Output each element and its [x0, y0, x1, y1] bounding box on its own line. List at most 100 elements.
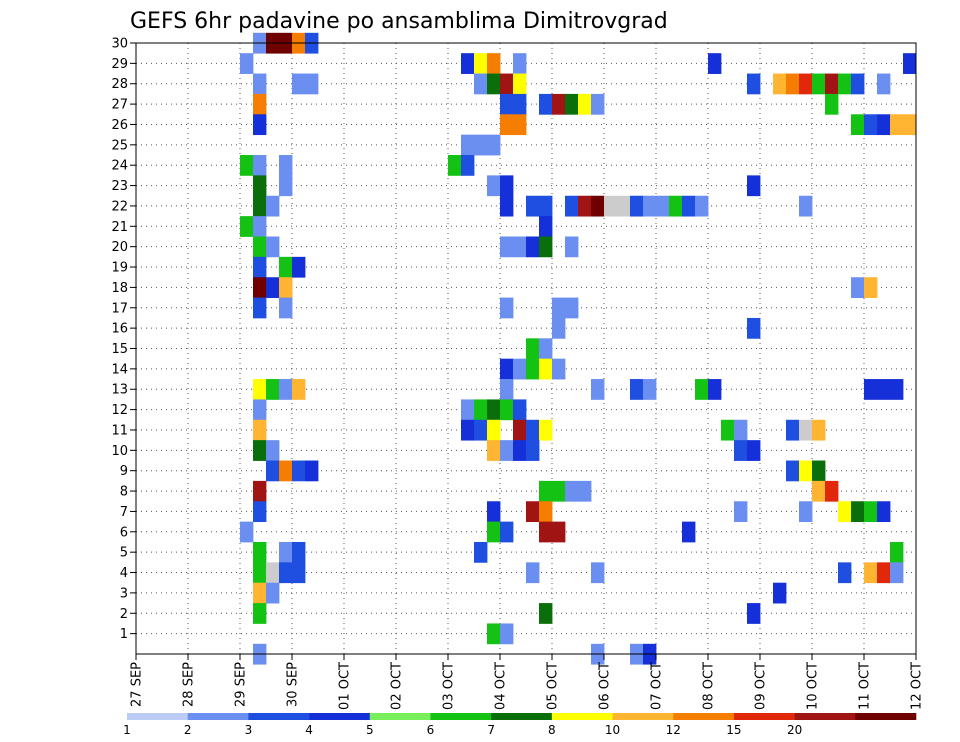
- cell-member-12-step-29: [513, 399, 527, 421]
- colorbar-label-5: 5: [366, 723, 374, 737]
- y-tick-label-19: 19: [111, 261, 128, 276]
- x-tick-label-4: 01 OCT: [338, 662, 353, 710]
- cell-member-9-step-51: [799, 460, 813, 482]
- x-tick-label-2: 29 SEP: [234, 662, 249, 707]
- cell-member-13-step-57: [877, 379, 891, 400]
- y-tick-label-30: 30: [111, 37, 128, 52]
- cell-member-6-step-32: [552, 521, 566, 543]
- cell-member-10-step-28: [500, 440, 514, 461]
- cell-member-4-step-54: [838, 562, 852, 584]
- cell-member-29-step-59: [903, 53, 917, 74]
- cell-member-28-step-28: [500, 73, 514, 95]
- cell-member-7-step-51: [799, 501, 813, 523]
- y-tick-label-5: 5: [120, 546, 128, 561]
- cell-member-7-step-57: [877, 501, 891, 523]
- colorbar: 1 2 3 4 5 6 7 8 10 12 15 20: [123, 713, 917, 737]
- cell-member-14-step-31: [539, 358, 553, 380]
- cell-member-13-step-9: [253, 379, 267, 400]
- cell-member-28-step-27: [487, 73, 501, 95]
- cell-member-7-step-27: [487, 501, 501, 523]
- cell-member-23-step-9: [253, 175, 267, 197]
- cell-member-28-step-26: [474, 73, 488, 95]
- colorbar-swatch-7: [551, 713, 613, 720]
- cell-member-26-step-56: [864, 114, 878, 136]
- cell-member-26-step-55: [851, 114, 865, 136]
- cell-member-1-step-28: [500, 623, 514, 645]
- cell-member-5-step-11: [279, 541, 293, 563]
- cell-member-18-step-10: [266, 277, 280, 298]
- cell-member-4-step-57: [877, 562, 891, 584]
- cell-member-11-step-30: [526, 419, 540, 441]
- x-tick-label-1: 28 SEP: [182, 662, 197, 707]
- cell-member-27-step-29: [513, 93, 527, 115]
- cell-member-11-step-52: [812, 419, 826, 441]
- cell-member-24-step-25: [461, 155, 475, 176]
- colorbar-swatch-10: [733, 713, 795, 720]
- y-tick-label-1: 1: [120, 627, 128, 642]
- colorbar-swatch-9: [673, 713, 735, 720]
- y-tick-label-8: 8: [120, 485, 128, 500]
- y-tick-label-23: 23: [111, 179, 128, 194]
- cell-member-11-step-27: [487, 419, 501, 441]
- y-tick-label-13: 13: [111, 383, 128, 398]
- cell-member-29-step-44: [708, 53, 722, 74]
- x-tick-label-7: 04 OCT: [494, 662, 509, 710]
- colorbar-swatch-3: [309, 713, 371, 720]
- colorbar-swatch-5: [430, 713, 492, 720]
- cell-member-20-step-31: [539, 236, 553, 258]
- cell-member-11-step-29: [513, 419, 527, 441]
- cell-member-9-step-13: [305, 460, 319, 482]
- cell-member-10-step-30: [526, 440, 540, 461]
- cell-member-10-step-27: [487, 440, 501, 461]
- cell-member-11-step-9: [253, 419, 267, 441]
- colorbar-label-3: 3: [245, 723, 253, 737]
- colorbar-label-20: 20: [787, 723, 802, 737]
- cell-member-28-step-51: [799, 73, 813, 95]
- y-tick-label-2: 2: [120, 607, 128, 622]
- colorbar-label-6: 6: [427, 723, 435, 737]
- cell-member-22-step-38: [630, 195, 644, 217]
- x-tick-label-12: 09 OCT: [754, 662, 769, 710]
- cell-member-22-step-40: [656, 195, 670, 217]
- cell-member-25-step-26: [474, 134, 488, 156]
- cell-member-17-step-28: [500, 297, 514, 319]
- cell-member-18-step-9: [253, 277, 267, 298]
- cell-member-12-step-9: [253, 399, 267, 421]
- x-tick-label-13: 10 OCT: [806, 662, 821, 710]
- cell-member-5-step-58: [890, 541, 904, 563]
- cell-member-12-step-27: [487, 399, 501, 421]
- cell-member-23-step-28: [500, 175, 514, 197]
- cell-member-6-step-31: [539, 521, 553, 543]
- cell-member-22-step-33: [565, 195, 579, 217]
- cell-member-4-step-12: [292, 562, 306, 584]
- cell-member-26-step-9: [253, 114, 267, 136]
- chart-title: GEFS 6hr padavine po ansamblima Dimitrov…: [130, 9, 668, 34]
- cell-member-7-step-9: [253, 501, 267, 523]
- cell-member-11-step-31: [539, 419, 553, 441]
- cell-member-23-step-27: [487, 175, 501, 197]
- cell-member-22-step-41: [669, 195, 683, 217]
- cell-member-27-step-33: [565, 93, 579, 115]
- cell-member-21-step-9: [253, 216, 267, 237]
- y-tick-label-7: 7: [120, 505, 128, 520]
- cell-member-9-step-52: [812, 460, 826, 482]
- cell-member-13-step-43: [695, 379, 709, 400]
- cell-member-20-step-33: [565, 236, 579, 258]
- cell-member-28-step-57: [877, 73, 891, 95]
- cell-member-27-step-9: [253, 93, 267, 115]
- cell-member-8-step-53: [825, 480, 839, 502]
- cell-member-26-step-59: [903, 114, 917, 136]
- cell-member-22-step-31: [539, 195, 553, 217]
- cell-member-4-step-56: [864, 562, 878, 584]
- colorbar-label-4: 4: [305, 723, 313, 737]
- cell-member-9-step-10: [266, 460, 280, 482]
- cell-member-26-step-58: [890, 114, 904, 136]
- cell-member-13-step-11: [279, 379, 293, 400]
- cell-member-20-step-28: [500, 236, 514, 258]
- cell-member-24-step-9: [253, 155, 267, 176]
- cell-member-8-step-31: [539, 480, 553, 502]
- cell-member-7-step-55: [851, 501, 865, 523]
- cell-member-5-step-9: [253, 541, 267, 563]
- y-tick-label-15: 15: [111, 342, 128, 357]
